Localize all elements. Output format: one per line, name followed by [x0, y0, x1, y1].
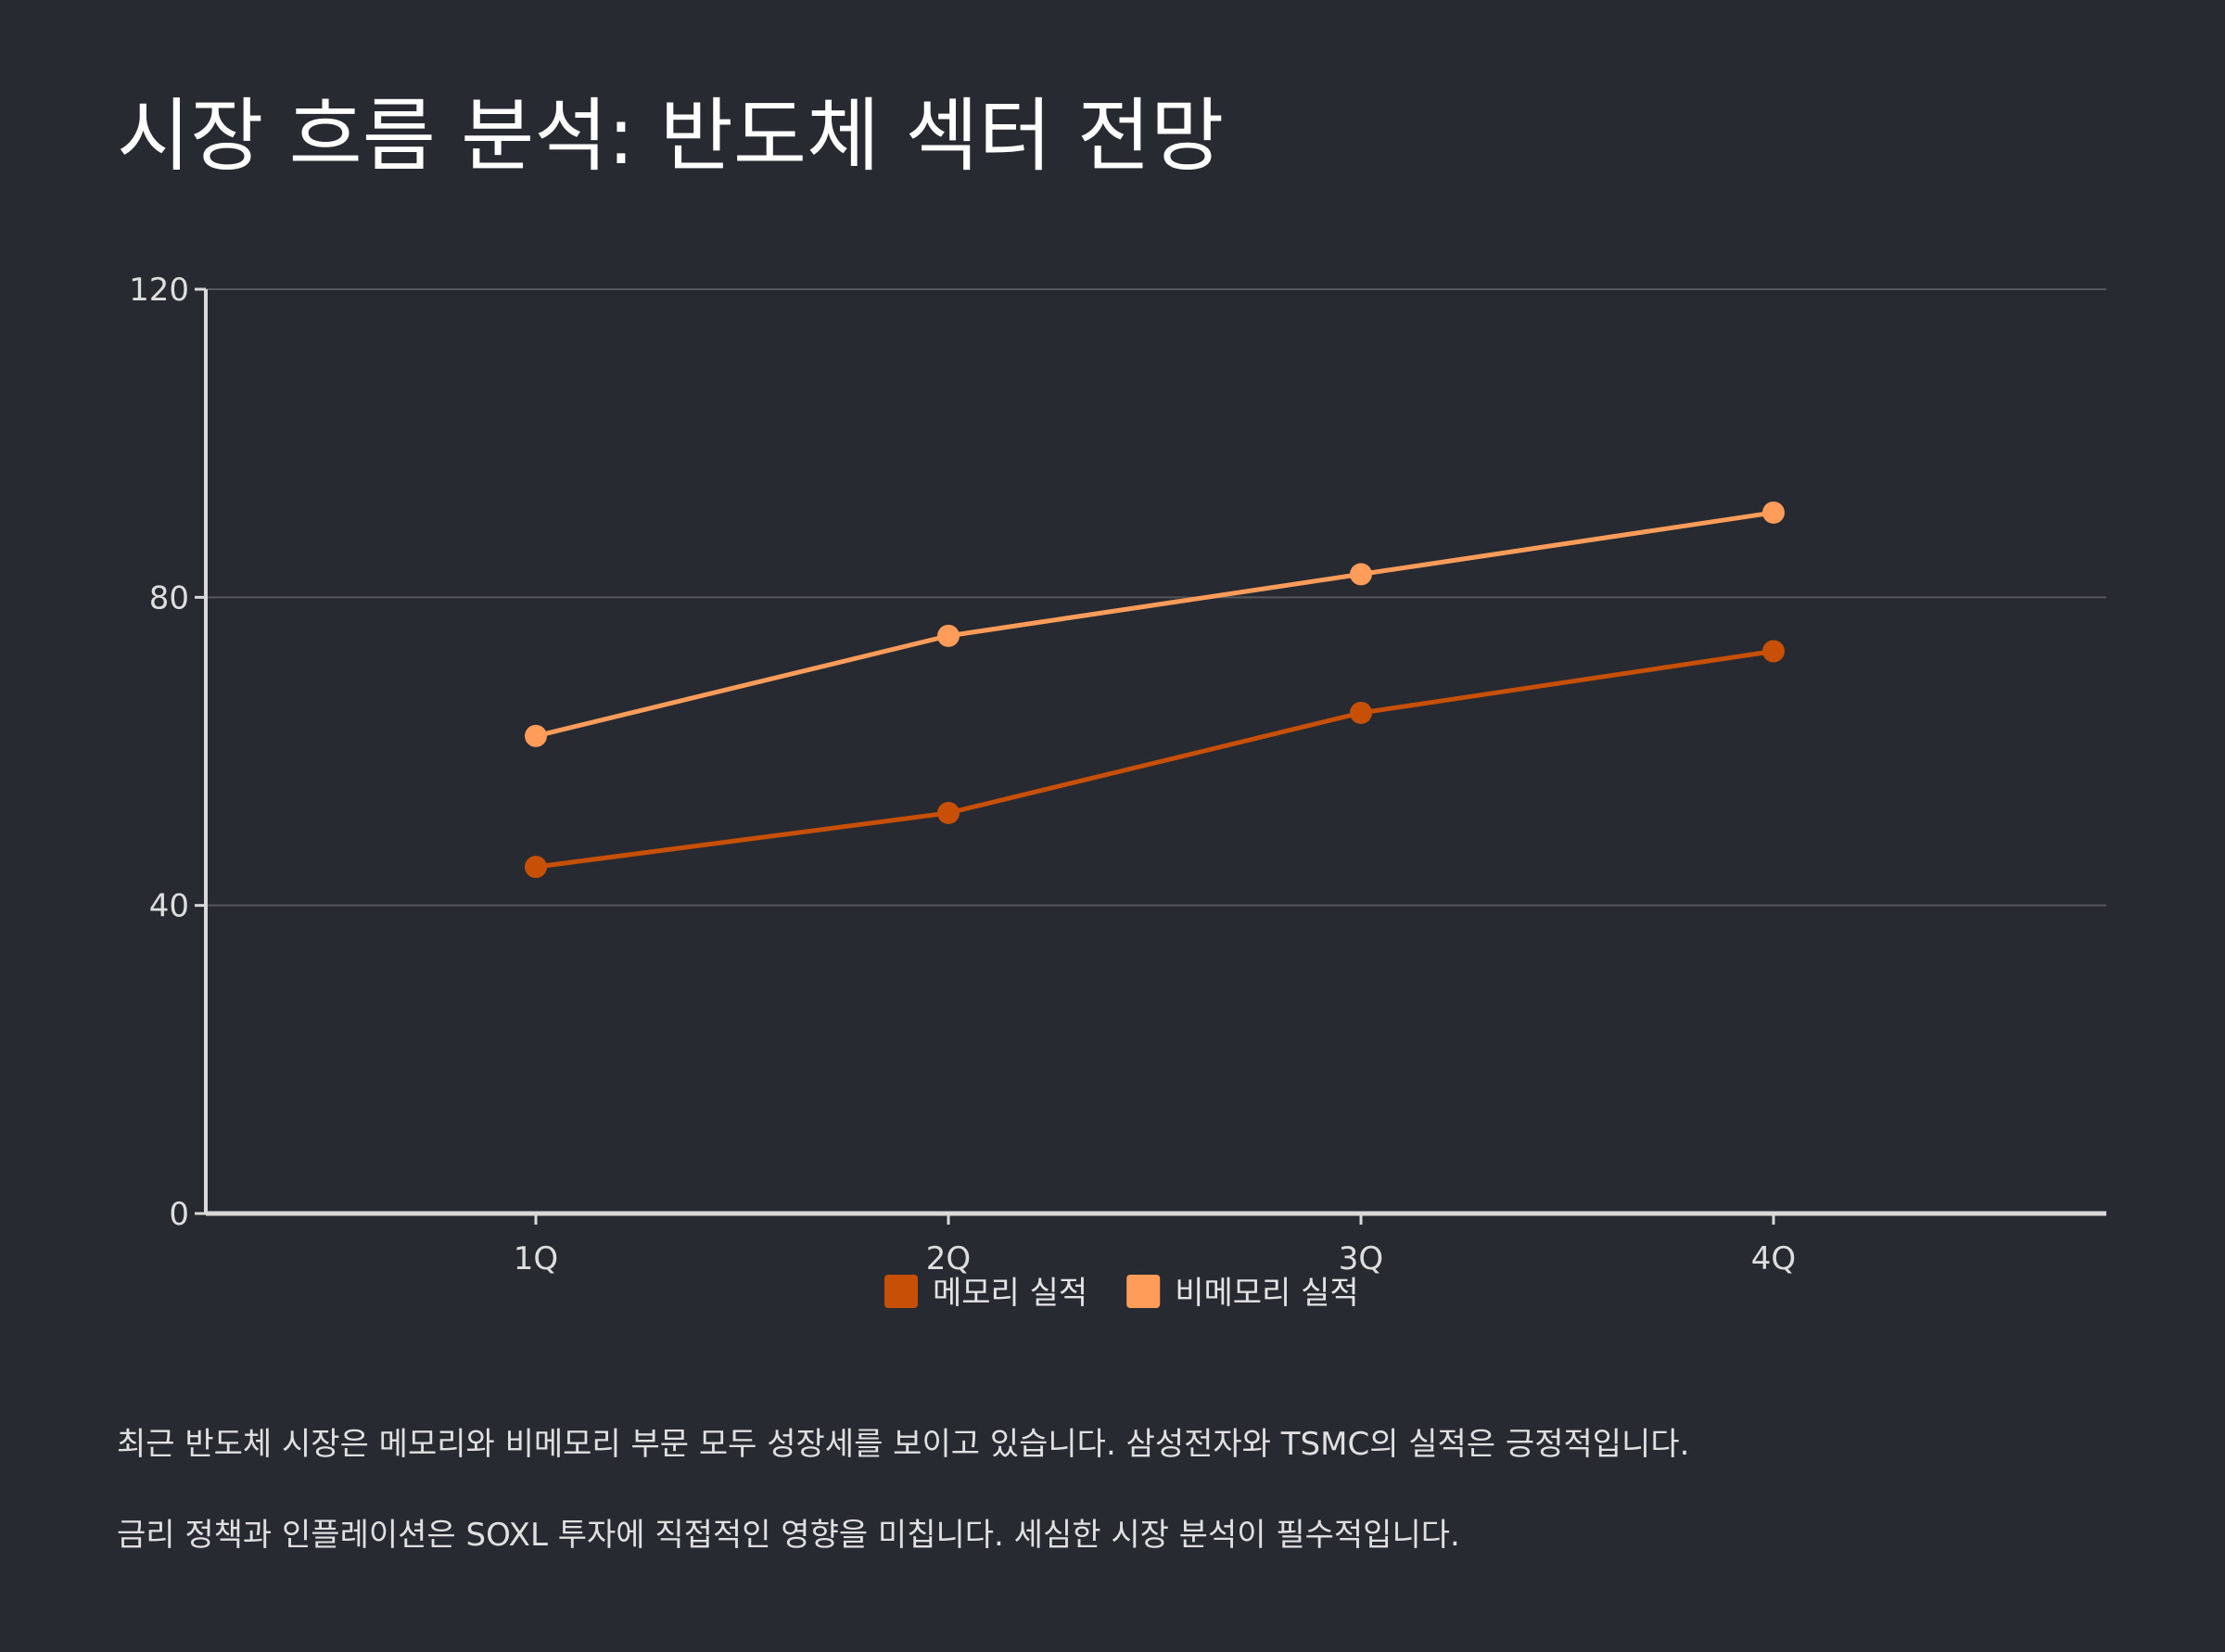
x-tick-label: 1Q [514, 1240, 558, 1277]
data-point [1350, 701, 1372, 724]
description-paragraph-1: 최근 반도체 시장은 메모리와 비메모리 부문 모두 성장세를 보이고 있습니다… [117, 1426, 1690, 1463]
data-point [1350, 563, 1372, 586]
legend-swatch-1 [884, 1275, 918, 1308]
series-lines [525, 501, 1785, 879]
y-tick-label: 120 [129, 272, 189, 309]
legend-label-1: 메모리 실적 [933, 1275, 1087, 1312]
legend-label-2: 비메모리 실적 [1175, 1275, 1359, 1312]
y-tick-label: 0 [169, 1196, 189, 1233]
data-point [1762, 640, 1785, 663]
axes: 0 40 80 120 1Q 2Q 3Q 4Q [129, 272, 2106, 1277]
line-chart: 0 40 80 120 1Q 2Q 3Q 4Q 메모리 실적 비메모리 실적 [129, 272, 2106, 1312]
x-tick-label: 4Q [1751, 1240, 1796, 1277]
y-tick-label: 80 [149, 579, 189, 616]
y-tick-label: 40 [149, 888, 189, 925]
data-point [525, 856, 547, 879]
x-tick-label: 3Q [1339, 1240, 1383, 1277]
description-paragraph-2: 금리 정책과 인플레이션은 SOXL 투자에 직접적인 영향을 미칩니다. 세심… [117, 1517, 1460, 1554]
grid-lines [206, 288, 2106, 907]
series-line-2 [535, 510, 1774, 739]
series-line-1 [535, 649, 1774, 870]
legend: 메모리 실적 비메모리 실적 [884, 1275, 1359, 1312]
data-point [937, 624, 960, 647]
data-point [937, 801, 960, 824]
data-point [525, 724, 547, 747]
legend-swatch-2 [1126, 1275, 1161, 1308]
page-title: 시장 흐름 분석: 반도체 섹터 전망 [117, 90, 1225, 183]
x-tick-label: 2Q [926, 1240, 971, 1277]
data-point [1762, 501, 1785, 524]
